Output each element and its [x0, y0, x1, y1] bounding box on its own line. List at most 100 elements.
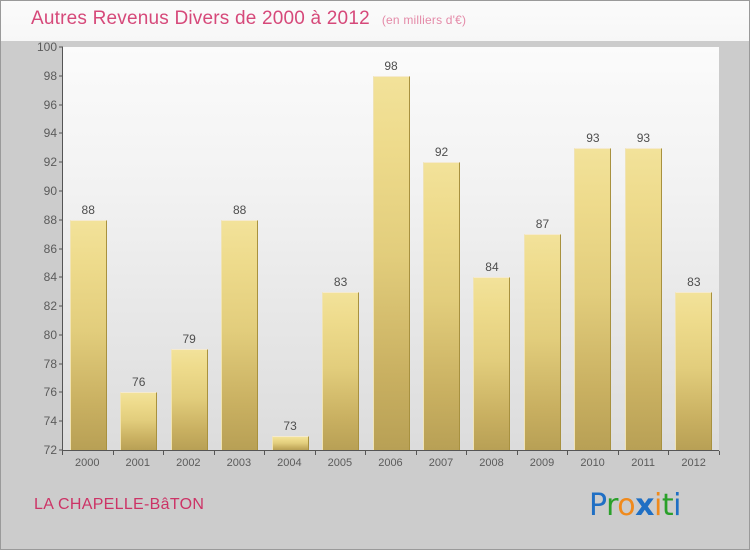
logo-letter: t — [661, 488, 674, 523]
y-axis-tick-mark — [59, 132, 63, 134]
bar-value-label: 73 — [283, 418, 297, 433]
x-axis-tick-mark — [617, 451, 619, 455]
bar-slot: 79 — [164, 47, 214, 450]
x-axis-tick-mark — [314, 451, 316, 455]
bar-value-label: 79 — [182, 332, 196, 347]
x-axis-slot: 2006 — [365, 451, 416, 475]
bar-value-label: 98 — [384, 58, 398, 73]
x-axis-slot: 2002 — [163, 451, 214, 475]
x-axis-tick-label: 2004 — [277, 457, 302, 469]
x-axis-slot: 2003 — [213, 451, 265, 475]
y-axis-tick-label: 90 — [43, 183, 57, 198]
x-axis-tick-mark — [415, 451, 417, 455]
bar[interactable] — [574, 147, 612, 450]
chart-footer: LA CHAPELLE-BâTON Proxiti — [1, 479, 749, 549]
x-axis-slot: 2010 — [567, 451, 618, 475]
y-axis-tick-mark — [59, 305, 63, 307]
x-axis-tick-label: 2009 — [529, 457, 555, 469]
bar[interactable] — [372, 75, 410, 450]
x-axis: 2000 2001 2002 2003 2004 2005 2006 2007 2008 2009… — [62, 451, 719, 475]
x-axis-slot: 2008 — [466, 451, 517, 475]
y-axis-tick-label: 88 — [43, 212, 57, 227]
logo-letter: i — [653, 488, 662, 523]
bar[interactable] — [473, 277, 511, 450]
bar-value-label: 92 — [434, 145, 449, 160]
y-axis-tick-label: 74 — [43, 414, 57, 429]
bar[interactable] — [271, 435, 309, 450]
y-axis-tick-label: 92 — [43, 155, 57, 170]
bar-slot: 83 — [315, 47, 365, 450]
y-axis-tick-label: 86 — [43, 241, 57, 256]
bar[interactable] — [170, 349, 208, 450]
x-axis-slot: 2011 — [617, 451, 669, 475]
x-axis-tick-mark — [516, 451, 518, 455]
y-axis-tick-label: 94 — [43, 126, 57, 141]
bar[interactable] — [675, 291, 713, 450]
y-axis-tick-mark — [59, 104, 63, 106]
title-row: Autres Revenus Divers de 2000 à 2012 (en… — [31, 8, 466, 30]
bar-value-label: 76 — [132, 375, 146, 390]
x-axis-tick-mark — [62, 451, 63, 455]
bar[interactable] — [322, 291, 360, 450]
bar-value-label: 84 — [485, 260, 499, 275]
page-title: Autres Revenus Divers de 2000 à 2012 — [31, 8, 370, 29]
bar[interactable] — [69, 219, 107, 450]
bar-value-label: 93 — [586, 130, 600, 145]
y-axis-tick-mark — [59, 363, 63, 365]
y-axis-tick-label: 98 — [43, 68, 57, 83]
chart-units-subtitle: (en milliers d'€) — [381, 13, 467, 27]
bar[interactable] — [221, 219, 259, 450]
x-axis-tick-mark — [365, 451, 367, 455]
logo-letter: r — [606, 488, 618, 523]
proxiti-logo[interactable]: Proxiti — [589, 491, 681, 521]
y-axis-tick-mark — [59, 248, 63, 249]
bar-slot: 88 — [63, 47, 113, 450]
x-axis-slot: 2000 — [62, 451, 113, 475]
plot-area: 72 74 76 78 80 82 84 86 88 90 92 94 96 98 100 88 76 79 88… — [37, 40, 719, 457]
x-axis-tick-mark — [466, 451, 468, 455]
x-axis-slot: 2009 — [516, 451, 568, 475]
x-axis-slot: 2007 — [415, 451, 467, 475]
bar-slot: 92 — [416, 47, 466, 450]
x-axis-tick-label: 2010 — [580, 457, 605, 469]
x-axis-tick-label: 2006 — [378, 457, 403, 469]
logo-letter: o — [617, 488, 636, 523]
bar-value-label: 93 — [636, 130, 651, 145]
bar[interactable] — [624, 147, 662, 450]
y-axis-tick-label: 100 — [36, 40, 57, 54]
y-axis-tick-mark — [59, 334, 63, 336]
y-axis-tick-mark — [59, 46, 63, 48]
bar-value-label: 87 — [535, 217, 550, 232]
bar-slot: 98 — [366, 47, 416, 450]
x-axis-tick-label: 2002 — [176, 457, 201, 469]
x-axis-tick-label: 2001 — [125, 457, 151, 469]
y-axis-tick-mark — [59, 190, 63, 192]
bar-slot: 73 — [265, 47, 315, 450]
logo-letter: x — [635, 488, 654, 523]
plot-inner: 72 74 76 78 80 82 84 86 88 90 92 94 96 98 100 88 76 79 88… — [37, 40, 719, 457]
y-axis-tick-mark — [59, 276, 63, 278]
y-axis-tick-label: 84 — [43, 270, 57, 285]
bar-value-label: 83 — [333, 274, 348, 289]
bar[interactable] — [423, 162, 461, 450]
x-axis-tick-label: 2005 — [327, 457, 353, 469]
bar-slot: 88 — [214, 47, 264, 450]
x-axis-tick-label: 2011 — [631, 457, 655, 469]
bar[interactable] — [523, 234, 561, 450]
x-axis-tick-mark — [163, 451, 165, 455]
y-axis-tick-mark — [59, 219, 63, 221]
y-axis-tick-label: 78 — [43, 356, 57, 371]
y-axis-tick-mark — [59, 449, 63, 451]
bar[interactable] — [120, 392, 158, 450]
y-axis-tick-mark — [59, 420, 63, 422]
x-axis-slot: 2012 — [668, 451, 719, 475]
bar-slot: 93 — [618, 47, 668, 450]
chart-header: Autres Revenus Divers de 2000 à 2012 (en… — [1, 1, 749, 41]
bar-slot: 84 — [467, 47, 517, 450]
x-axis-tick-label: 2012 — [681, 457, 706, 469]
bar-value-label: 88 — [81, 202, 95, 217]
bar-slot: 76 — [113, 47, 163, 450]
y-axis-tick-label: 76 — [43, 385, 57, 400]
logo-letter: i — [673, 488, 681, 523]
